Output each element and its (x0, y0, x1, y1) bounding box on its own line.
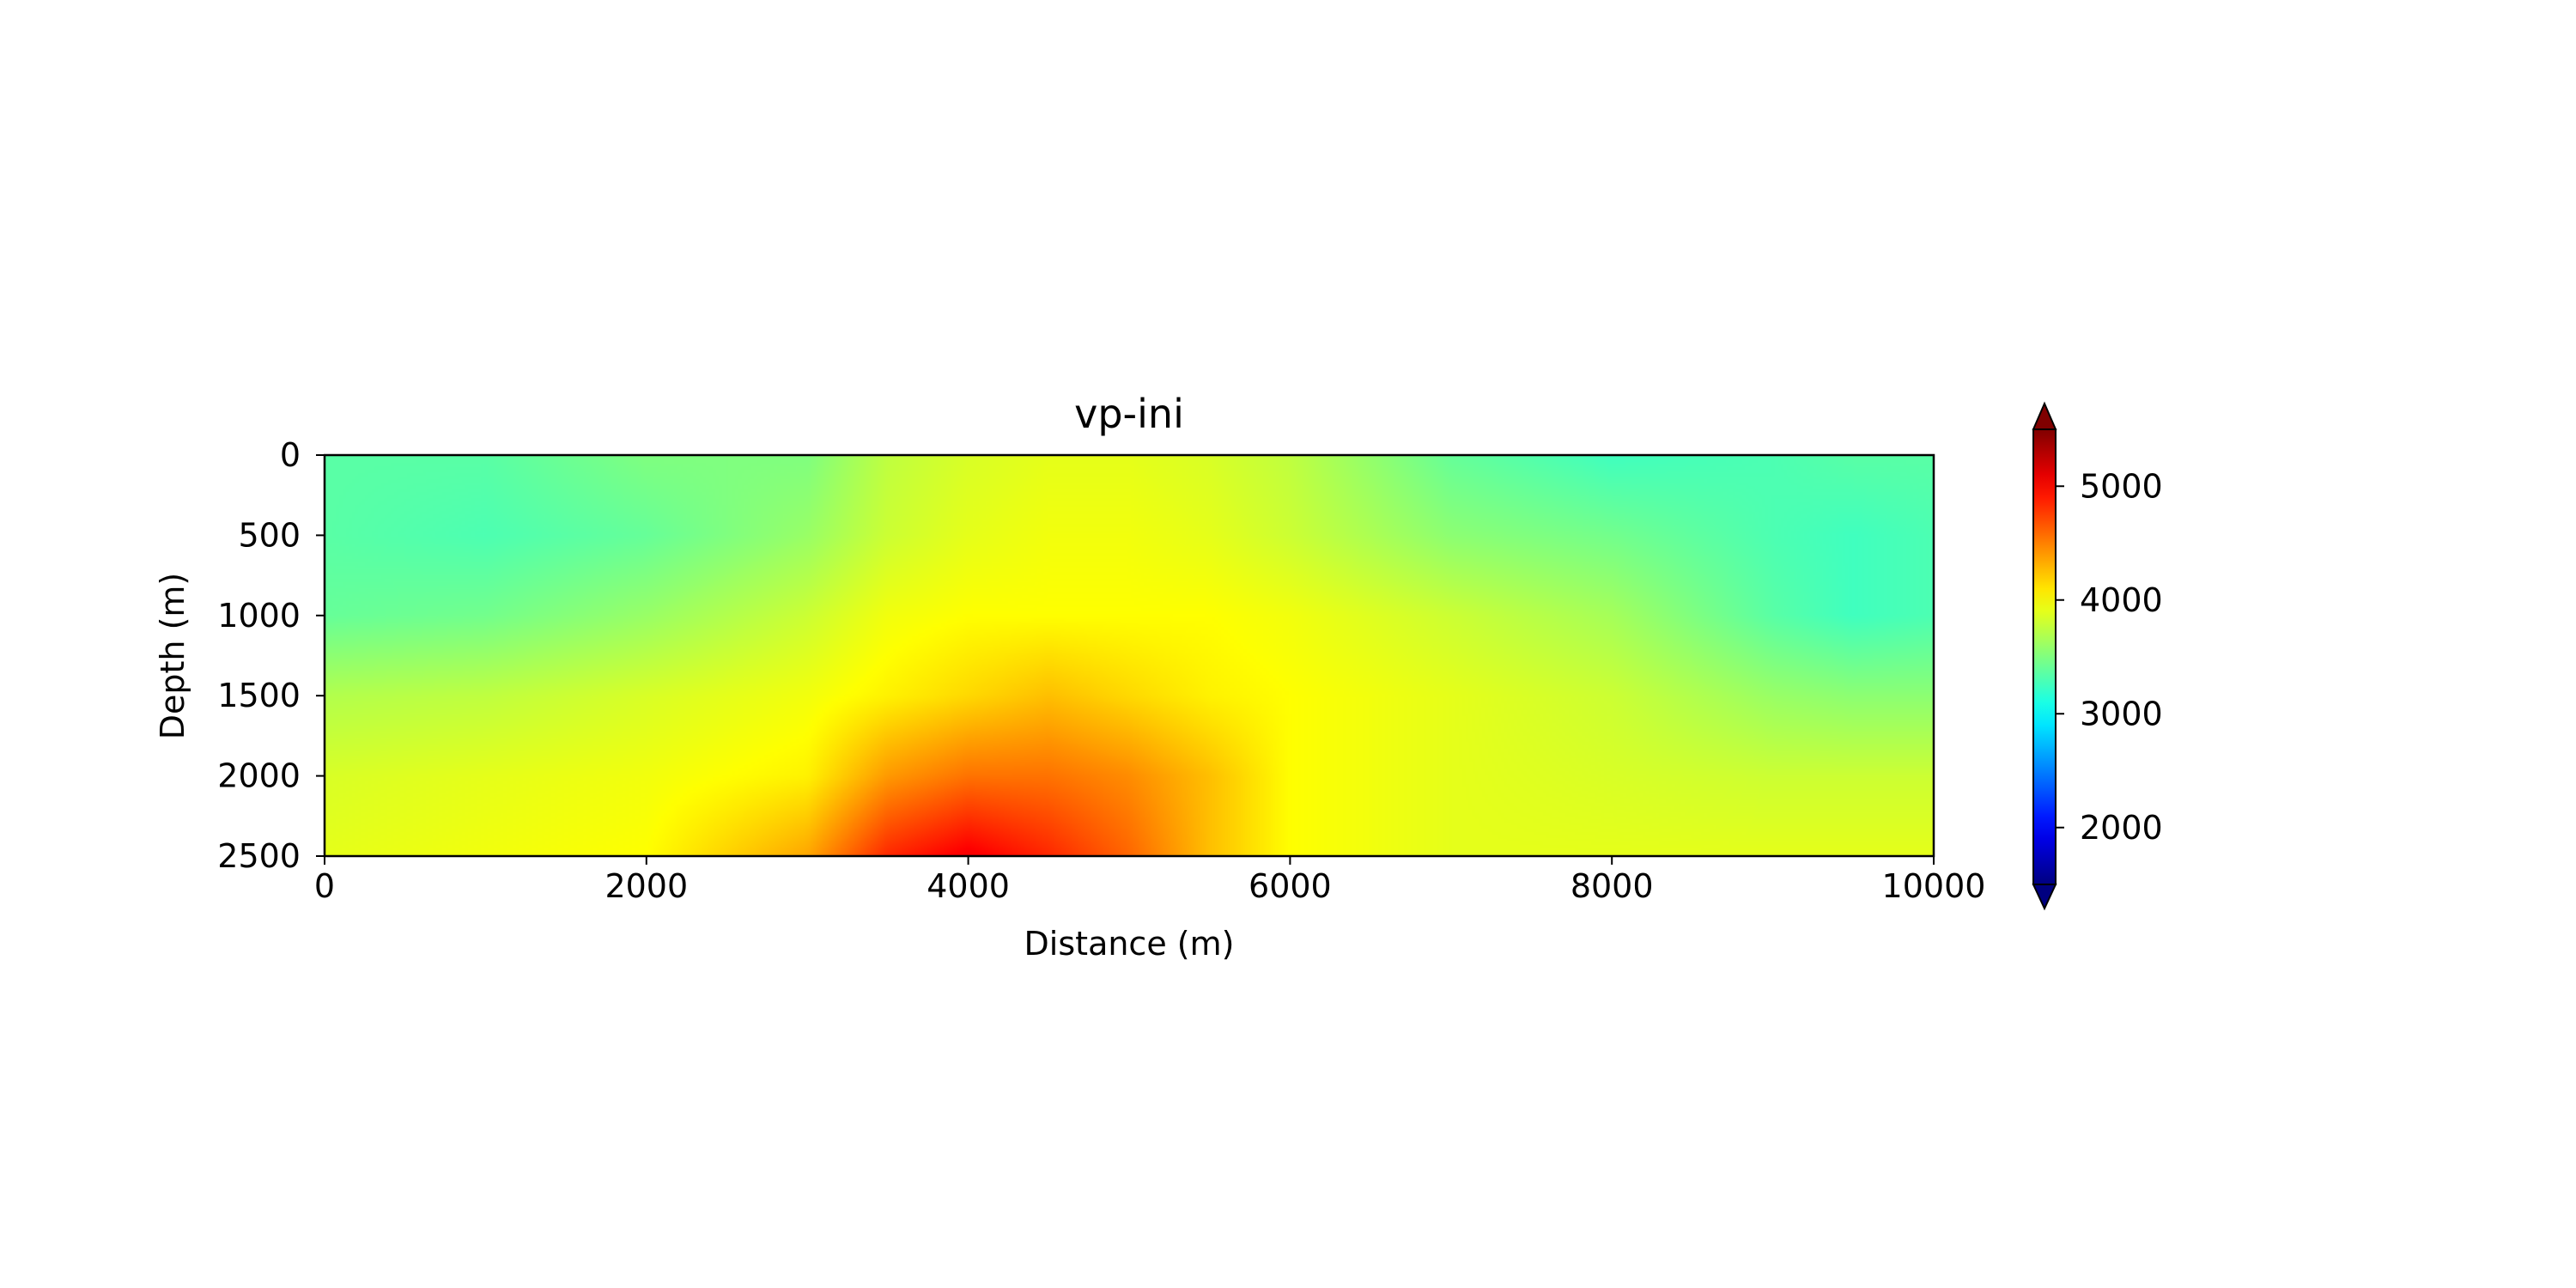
colorbar-extend-max (2032, 401, 2057, 430)
colorbar-frame (2032, 428, 2057, 885)
x-tick-label: 2000 (605, 867, 688, 905)
x-tick-label: 4000 (927, 867, 1010, 905)
x-tick-label: 0 (314, 867, 335, 905)
plot-frame (323, 453, 1935, 858)
colorbar-extend-min (2032, 884, 2057, 911)
x-axis-label: Distance (m) (1024, 925, 1235, 963)
x-tick-label: 10000 (1882, 867, 1986, 905)
colorbar-ticks: 2000 3000 4000 5000 (2056, 467, 2163, 847)
x-tick-label: 8000 (1571, 867, 1654, 905)
colorbar-tick-label: 5000 (2080, 467, 2163, 505)
colorbar-tick-label: 3000 (2080, 695, 2163, 732)
colorbar-body (2033, 429, 2056, 884)
y-tick-label: 2000 (217, 757, 301, 795)
x-axis: 0 2000 4000 6000 8000 10000 (314, 856, 1986, 905)
y-tick-label: 500 (238, 516, 301, 554)
velocity-heatmap (325, 455, 1934, 856)
colorbar-tick-label: 2000 (2080, 809, 2163, 847)
colorbar: 2000 3000 4000 5000 (2032, 401, 2163, 911)
y-tick-label: 2500 (217, 837, 301, 875)
y-tick-label: 0 (280, 436, 301, 474)
colorbar-tick-label: 4000 (2080, 581, 2163, 619)
chart-title: vp-ini (1074, 391, 1184, 437)
heatmap-plot (323, 453, 1935, 858)
y-axis: 0 500 1000 1500 2000 2500 (217, 436, 325, 875)
y-tick-label: 1000 (217, 597, 301, 635)
x-tick-label: 6000 (1249, 867, 1332, 905)
y-axis-label: Depth (m) (154, 573, 191, 740)
y-tick-label: 1500 (217, 677, 301, 714)
